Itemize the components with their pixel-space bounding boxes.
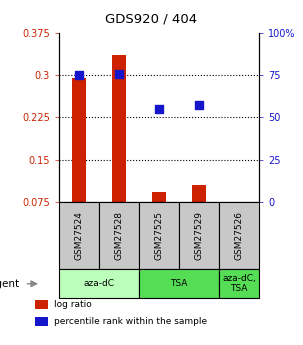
Text: GSM27529: GSM27529 xyxy=(195,211,204,260)
Bar xyxy=(139,269,219,298)
Bar xyxy=(35,300,48,309)
Point xyxy=(197,103,201,108)
Bar xyxy=(99,202,139,269)
Bar xyxy=(192,185,206,202)
Text: GSM27528: GSM27528 xyxy=(115,211,124,260)
Text: GSM27525: GSM27525 xyxy=(155,211,164,260)
Text: aza-dC: aza-dC xyxy=(84,279,115,288)
Bar xyxy=(112,55,126,202)
Text: GDS920 / 404: GDS920 / 404 xyxy=(105,12,198,26)
Text: TSA: TSA xyxy=(170,279,188,288)
Text: log ratio: log ratio xyxy=(55,300,92,309)
Bar xyxy=(59,202,99,269)
Bar xyxy=(72,78,86,202)
Bar xyxy=(139,202,179,269)
Bar xyxy=(219,202,259,269)
Point xyxy=(77,72,82,78)
Bar xyxy=(35,317,48,326)
Text: aza-dC,
TSA: aza-dC, TSA xyxy=(222,274,256,294)
Bar xyxy=(59,269,139,298)
Text: GSM27524: GSM27524 xyxy=(75,211,84,260)
Bar xyxy=(219,269,259,298)
Point xyxy=(117,71,122,77)
Point xyxy=(157,106,161,112)
Text: agent: agent xyxy=(0,279,20,289)
Text: percentile rank within the sample: percentile rank within the sample xyxy=(55,317,208,326)
Bar xyxy=(179,202,219,269)
Text: GSM27526: GSM27526 xyxy=(235,211,244,260)
Bar xyxy=(152,192,166,202)
